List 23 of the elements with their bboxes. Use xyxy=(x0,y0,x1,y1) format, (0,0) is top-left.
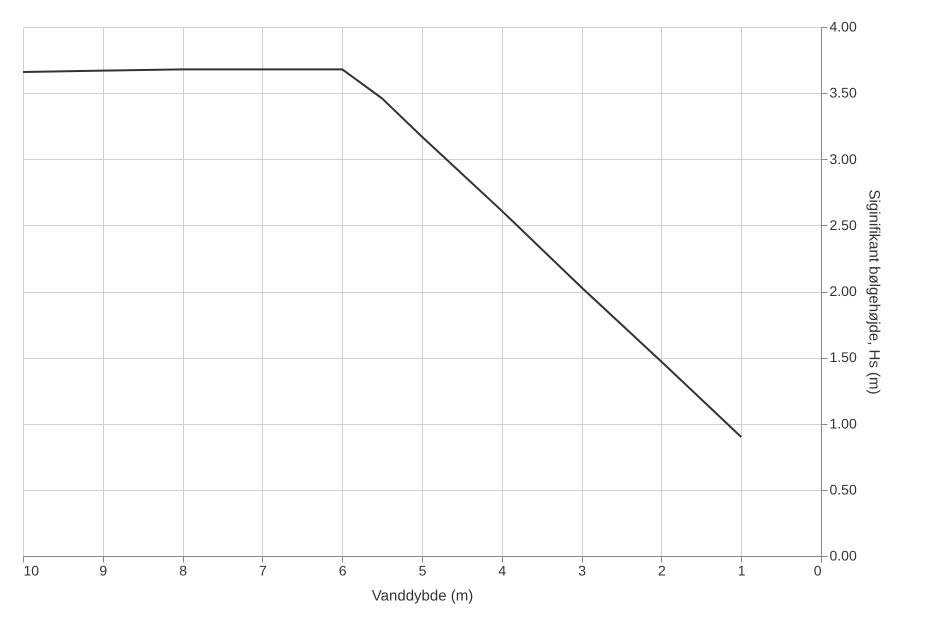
x-tick-label: 4 xyxy=(498,562,506,578)
y-tick-label: 0.00 xyxy=(830,548,857,564)
y-tick-label: 1.50 xyxy=(830,349,857,366)
y-tick-label: 3.00 xyxy=(830,150,857,167)
x-tick-label: 1 xyxy=(738,562,746,578)
y-tick-label: 2.00 xyxy=(830,283,857,299)
y-tick-label: 2.50 xyxy=(830,216,857,233)
x-tick-label: 7 xyxy=(259,562,267,578)
x-tick-label: 3 xyxy=(578,562,586,578)
line-series xyxy=(23,68,742,438)
y-tick-label: 1.00 xyxy=(830,415,857,432)
x-tick-label: 8 xyxy=(179,562,188,578)
x-tick-label: 10 xyxy=(24,562,40,578)
y-axis-title: Siginifikant bølgehøjde, Hs (m) xyxy=(866,189,883,395)
x-tick-label: 9 xyxy=(99,562,108,578)
x-axis-title: Vanddybde (m) xyxy=(372,588,474,604)
y-tick-label: 4.00 xyxy=(830,18,857,34)
x-tick-label: 0 xyxy=(814,562,822,578)
x-tick-label: 2 xyxy=(658,562,666,578)
y-tick-label: 3.50 xyxy=(830,84,857,101)
x-tick-label: 6 xyxy=(338,562,347,578)
y-tick-label: 0.50 xyxy=(830,481,857,498)
x-tick-label: 5 xyxy=(418,562,427,578)
